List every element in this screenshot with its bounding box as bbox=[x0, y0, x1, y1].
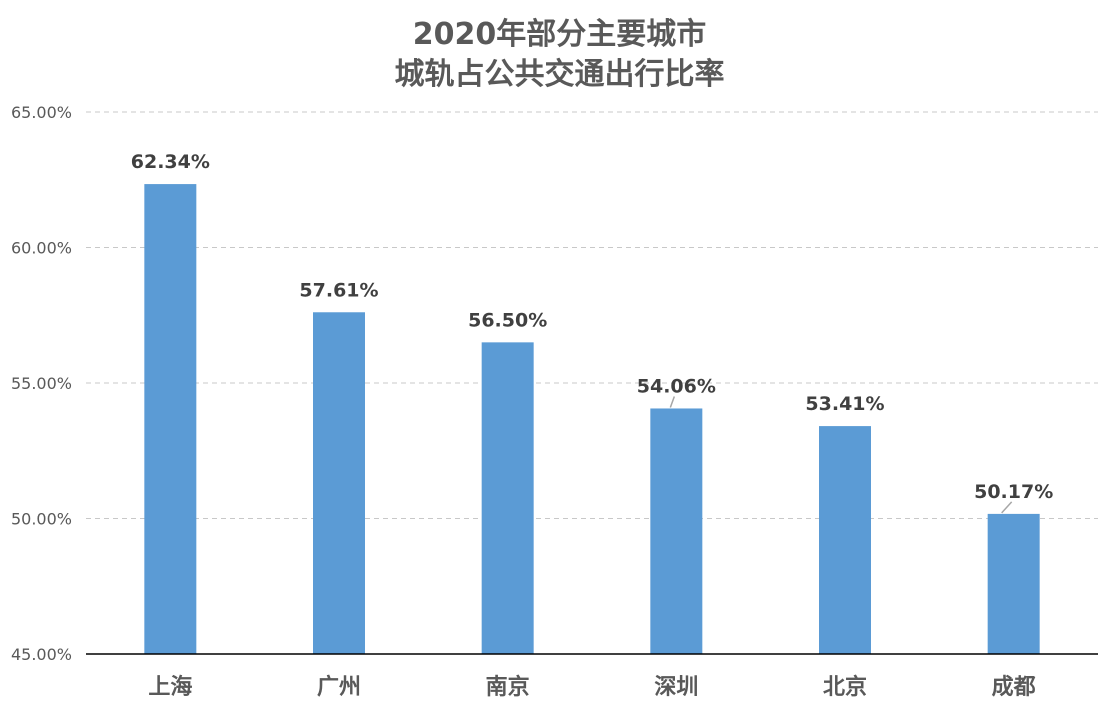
leader-line bbox=[1001, 501, 1013, 514]
value-label: 56.50% bbox=[468, 309, 547, 331]
value-label: 57.61% bbox=[299, 279, 378, 301]
y-tick-label: 50.00% bbox=[11, 510, 72, 529]
value-label: 50.17% bbox=[974, 481, 1053, 503]
y-tick-label: 55.00% bbox=[11, 374, 72, 393]
value-label: 62.34% bbox=[131, 151, 210, 173]
leader-line bbox=[669, 396, 676, 408]
bars bbox=[144, 184, 1040, 654]
value-label: 54.06% bbox=[637, 375, 716, 397]
x-tick-label: 成都 bbox=[992, 675, 1036, 700]
x-tick-label: 上海 bbox=[148, 674, 192, 700]
x-tick-label: 北京 bbox=[823, 674, 867, 700]
x-tick-label: 深圳 bbox=[654, 675, 698, 700]
bar bbox=[987, 513, 1040, 654]
bar bbox=[650, 408, 703, 654]
bar bbox=[481, 342, 534, 654]
bar bbox=[144, 184, 197, 654]
x-axis-ticks: 上海 广州 南京 深圳 北京 成都 bbox=[148, 674, 1035, 700]
value-label: 53.41% bbox=[805, 393, 884, 415]
x-tick-label: 广州 bbox=[317, 674, 361, 700]
value-labels: 62.34% 57.61% 56.50% 54.06% 53.41% 50.17% bbox=[131, 151, 1053, 503]
grid-lines bbox=[86, 111, 1098, 519]
y-tick-label: 45.00% bbox=[11, 645, 72, 664]
bar bbox=[819, 426, 871, 654]
y-tick-label: 65.00% bbox=[11, 103, 72, 122]
chart-title-line-2: 城轨占公共交通出行比率 bbox=[394, 57, 725, 92]
label-leader-lines bbox=[669, 396, 1013, 514]
y-axis-ticks: 45.00% 50.00% 55.00% 60.00% 65.00% bbox=[11, 103, 72, 664]
chart-title-line-1: 2020年部分主要城市 bbox=[412, 17, 707, 52]
x-tick-label: 南京 bbox=[486, 674, 530, 700]
y-tick-label: 60.00% bbox=[11, 239, 72, 258]
bar bbox=[313, 312, 365, 654]
